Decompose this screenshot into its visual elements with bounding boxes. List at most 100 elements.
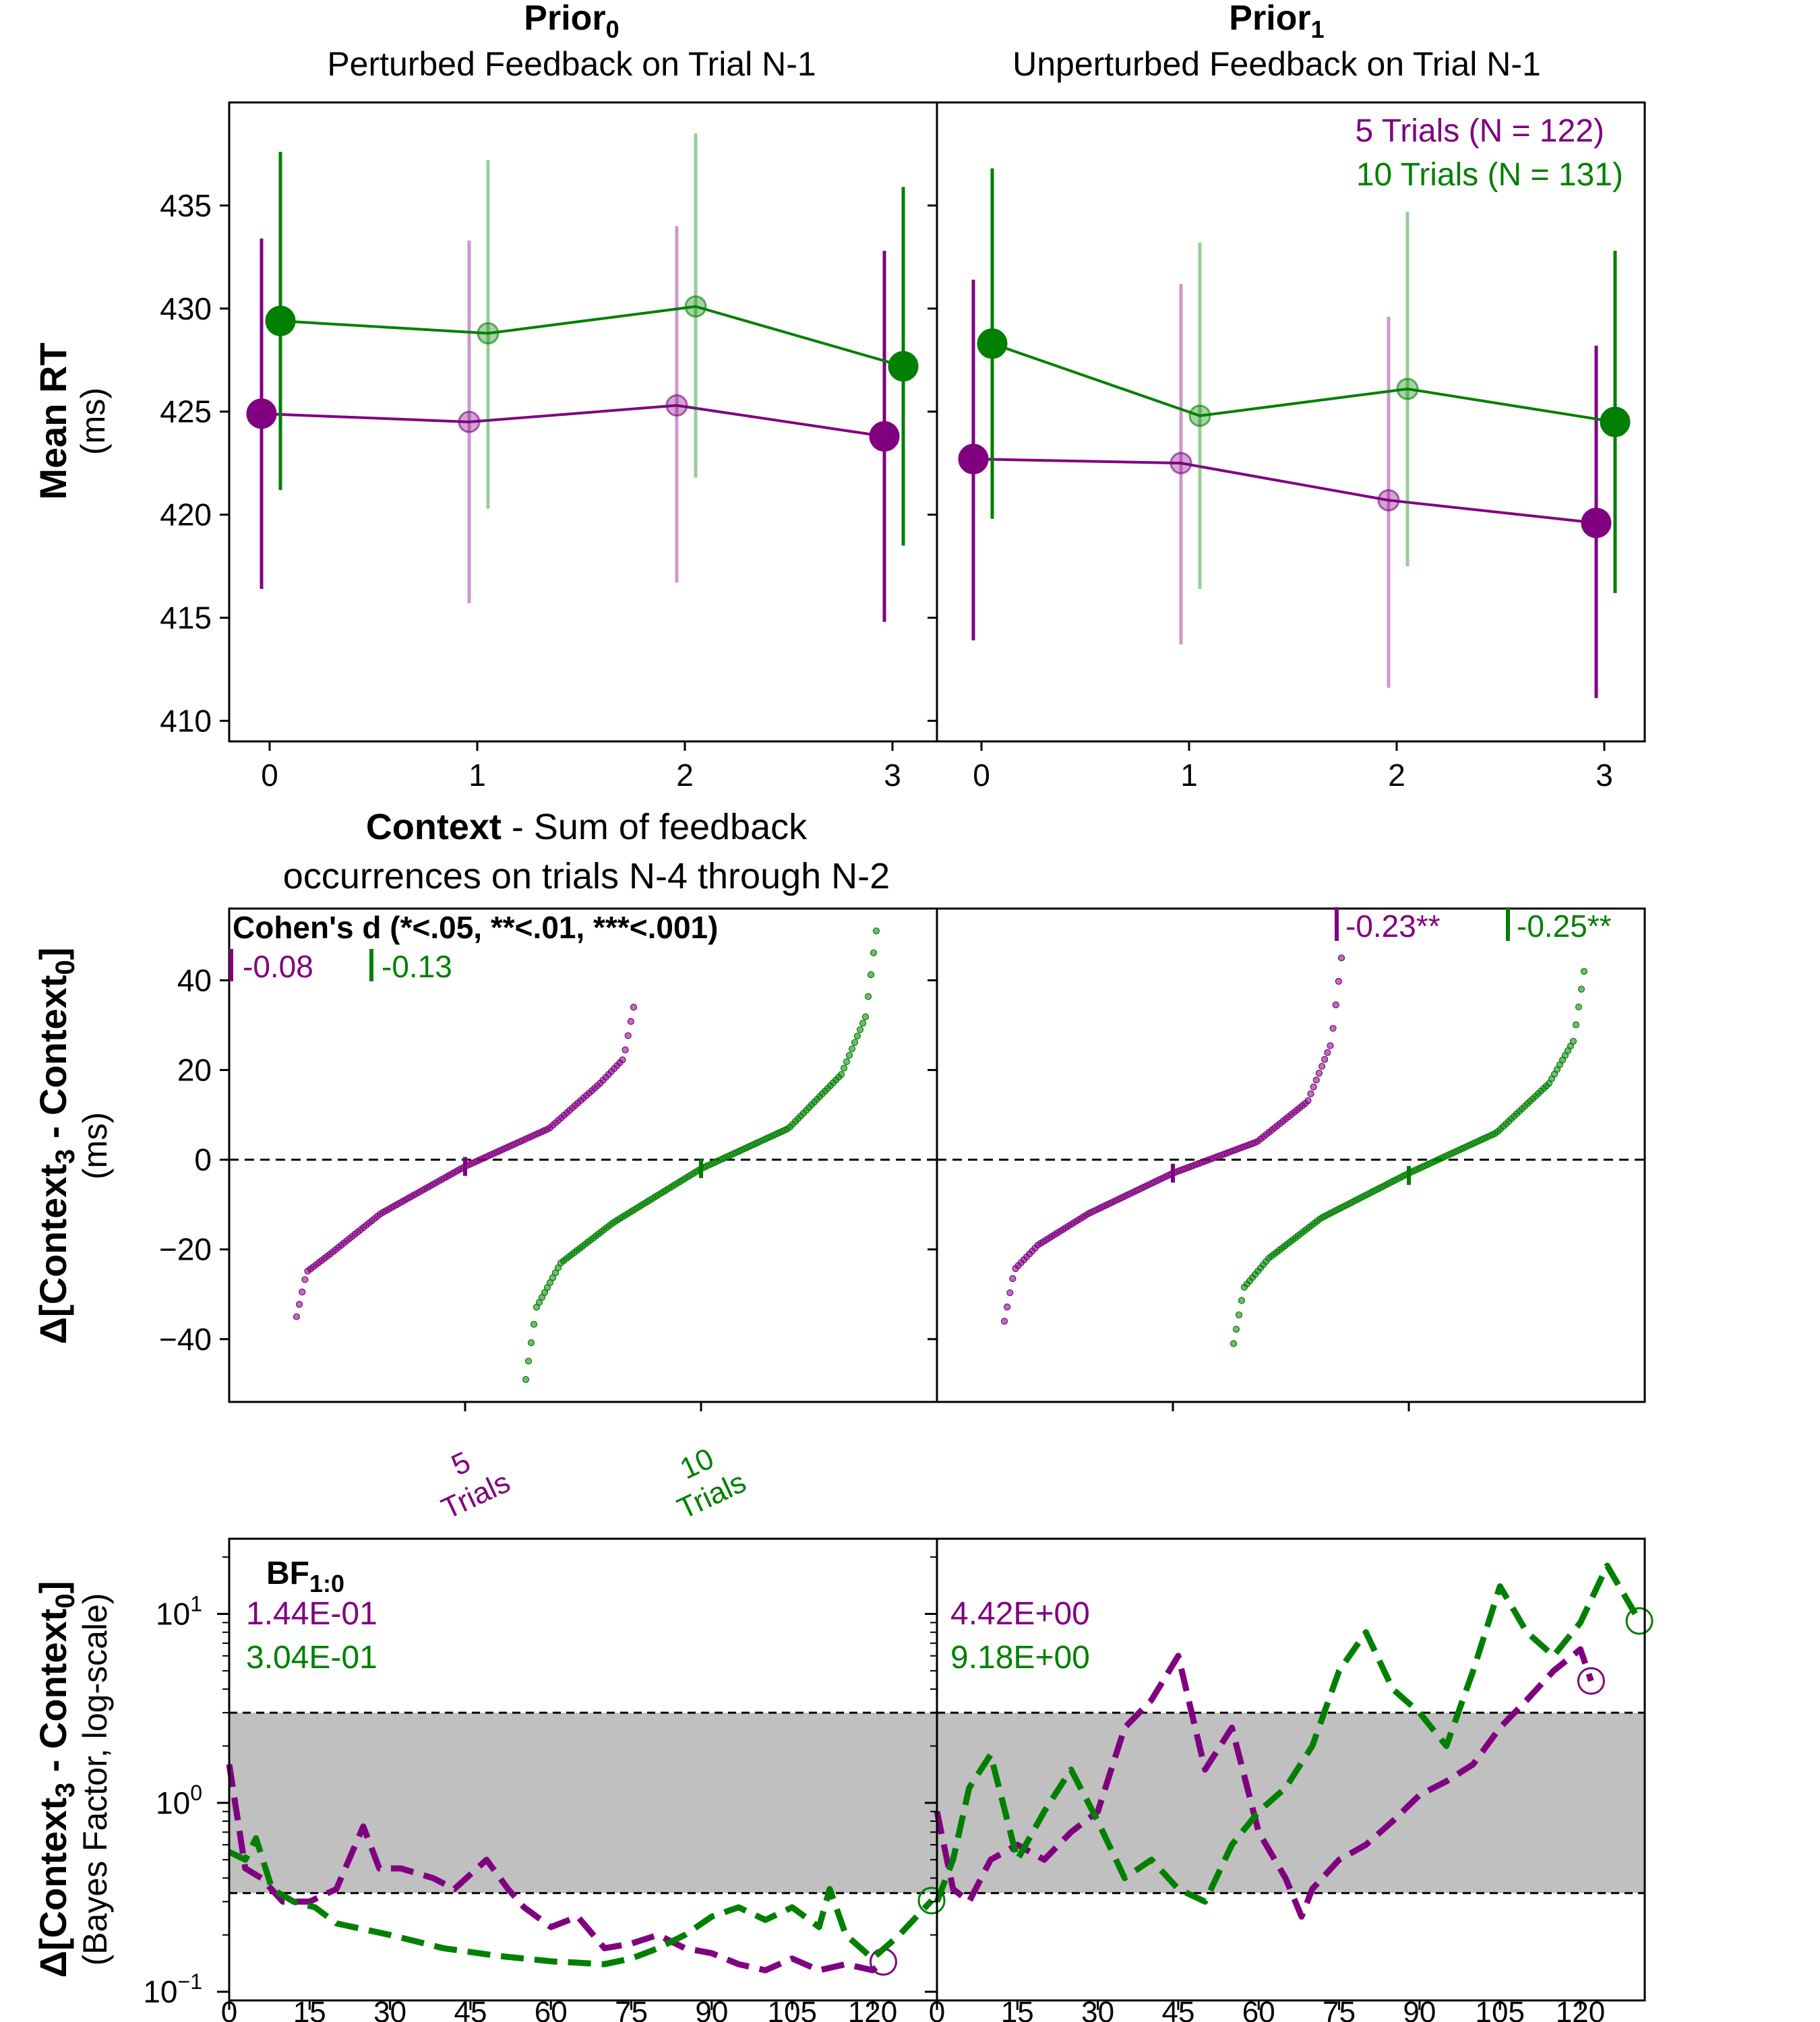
difference-point <box>1580 968 1588 975</box>
mean-rt-point <box>977 328 1008 359</box>
cohen-left-five: -0.08 <box>243 949 313 984</box>
mean-rt-point <box>958 443 989 474</box>
bf-title: BF1:0 <box>266 1556 344 1597</box>
cohen-right-ten: -0.25** <box>1517 909 1612 944</box>
mean-rt-point <box>477 322 499 345</box>
difference-point <box>301 1276 309 1283</box>
mean-rt-panel-frame <box>936 101 1646 743</box>
difference-panels: −40 −20 0 20 40 <box>159 907 1646 1411</box>
x-tick-label: 105 <box>1476 1996 1525 2022</box>
difference-point <box>1569 1037 1577 1045</box>
x-tick-label: 15 <box>293 1996 326 2022</box>
difference-point <box>621 1046 629 1053</box>
x-tick-label: 0 <box>221 1996 237 2022</box>
cohen-left-ten-marker <box>369 949 373 981</box>
mean-rt-point <box>869 421 900 452</box>
difference-point <box>299 1288 306 1295</box>
mean-rt-point <box>1377 489 1400 512</box>
bayes-factor-line <box>226 1763 886 1973</box>
difference-point <box>624 1032 632 1039</box>
difference-point <box>1329 1024 1337 1032</box>
x-tick-label: 75 <box>1323 1996 1356 2022</box>
difference-point <box>1577 985 1585 993</box>
x-tick-label: 45 <box>1161 1996 1194 2022</box>
row2-ylabel-unit: (ms) <box>76 1112 114 1180</box>
difference-point <box>1332 1001 1339 1008</box>
difference-point <box>1235 1311 1243 1318</box>
mean-rt-line <box>992 342 1616 423</box>
mean-rt-point <box>1188 404 1211 427</box>
x-tick-label: 90 <box>695 1996 728 2022</box>
bf-left-ten: 3.04E-01 <box>246 1640 377 1676</box>
y-tick-label: 20 <box>177 1053 212 1088</box>
difference-point <box>864 993 872 1000</box>
x-tick-label: 30 <box>373 1996 406 2022</box>
y-tick-label: 100 <box>156 1781 202 1820</box>
bf-right-ten: 9.18E+00 <box>950 1640 1090 1676</box>
bf-right-five: 4.42E+00 <box>950 1596 1090 1632</box>
x-tick-label: 60 <box>535 1996 568 2022</box>
row3-ylabel: Δ[Context3 - Context0] <box>32 1581 80 1978</box>
row1-ylabel: Mean RT <box>32 342 74 499</box>
difference-point <box>837 1071 845 1078</box>
column-subtitle-prior1: Unperturbed Feedback on Trial N-1 <box>1012 45 1541 83</box>
cohen-left-five-marker <box>229 949 233 981</box>
bayes-factor-line <box>228 1835 934 1967</box>
row1-xlabel: Context - Sum of feedback <box>366 807 808 847</box>
x-tick-label: 1 <box>1180 758 1198 793</box>
bf-left-five: 1.44E-01 <box>246 1596 377 1632</box>
difference-point <box>1318 1062 1326 1070</box>
evidence-band <box>937 1713 1645 1893</box>
xtick-ten-trials: 10 Trials <box>672 1442 751 1525</box>
difference-point <box>1004 1304 1011 1311</box>
mean-rt-point <box>1581 508 1612 539</box>
difference-point <box>1310 1083 1317 1091</box>
mean-rt-point <box>665 394 688 417</box>
difference-point <box>1335 977 1342 985</box>
final-bayes-factor-marker <box>1625 1607 1654 1635</box>
difference-point <box>853 1033 861 1040</box>
difference-point <box>1009 1275 1017 1283</box>
difference-point <box>1307 1090 1314 1098</box>
difference-point <box>630 1004 638 1011</box>
difference-point <box>1230 1340 1238 1347</box>
column-subtitle-prior0: Perturbed Feedback on Trial N-1 <box>327 45 816 83</box>
cohen-right-ten-marker <box>1506 907 1510 941</box>
difference-point <box>1000 1318 1008 1325</box>
y-tick-label: −40 <box>159 1322 212 1357</box>
difference-point <box>867 971 875 979</box>
y-tick-label: 101 <box>156 1592 202 1632</box>
x-tick-label: 45 <box>454 1996 487 2022</box>
difference-point <box>1572 1021 1580 1029</box>
y-tick-label: 420 <box>160 497 212 532</box>
mean-rt-point <box>246 398 277 429</box>
xtick-five-trials: 5 Trials <box>436 1445 515 1525</box>
x-tick-label: 30 <box>1081 1996 1114 2022</box>
bayes-factor-line <box>934 1562 1642 1905</box>
difference-panel-frame <box>936 907 1646 1403</box>
difference-point <box>1327 1042 1334 1049</box>
x-tick-label: 0 <box>929 1996 945 2022</box>
row2-ylabel: Δ[Context3 - Context0] <box>32 948 80 1345</box>
x-tick-label: 2 <box>676 758 694 793</box>
difference-point <box>1315 1070 1323 1077</box>
difference-point <box>851 1039 859 1046</box>
difference-point <box>619 1056 626 1064</box>
mean-rt-point <box>265 305 296 336</box>
cohen-right-five-marker <box>1335 907 1339 941</box>
x-tick-label: 0 <box>261 758 278 793</box>
mean-rt-line <box>261 404 885 438</box>
difference-point <box>296 1301 303 1308</box>
cohen-title: Cohen's d (*<.05, **<.01, ***<.001) <box>233 910 718 945</box>
mean-rt-point <box>1170 452 1192 474</box>
x-tick-label: 0 <box>973 758 990 793</box>
difference-point <box>840 1064 848 1072</box>
difference-point <box>1575 1003 1583 1011</box>
difference-point <box>848 1045 856 1053</box>
difference-point <box>1321 1055 1329 1063</box>
mean-rt-point <box>458 410 481 433</box>
difference-point <box>530 1320 538 1328</box>
column-title-prior1: Prior1 <box>1229 0 1324 43</box>
y-tick-label: 425 <box>160 394 212 429</box>
